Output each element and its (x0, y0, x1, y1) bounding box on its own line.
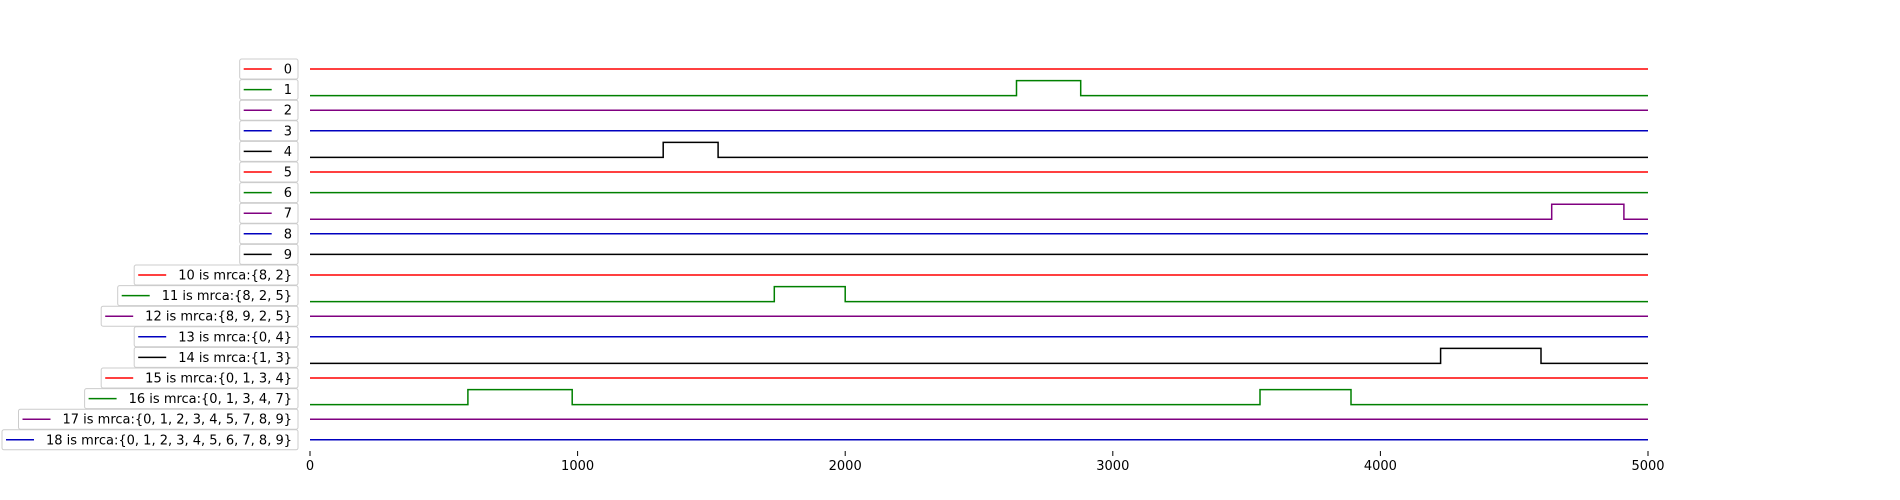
series-label-6: 6 (284, 186, 292, 201)
series-legend-box-10 (133, 264, 299, 286)
x-tick-label-2: 2000 (829, 459, 862, 474)
series-legend-box-17 (18, 408, 299, 430)
series-line-1 (310, 79, 1648, 97)
series-line-7 (310, 203, 1648, 220)
series-legend-box-13 (133, 326, 299, 348)
series-label-7: 7 (284, 207, 292, 222)
series-legend-box-12 (100, 305, 299, 327)
series-legend-box-18 (1, 429, 299, 451)
series-lines (310, 68, 1648, 441)
series-label-18: 18 is mrca:{0, 1, 2, 3, 4, 5, 6, 7, 8, 9… (46, 433, 292, 448)
series-line-16 (310, 388, 1648, 406)
series-label-0: 0 (284, 63, 292, 78)
x-axis: 0 1000 2000 3000 4000 5000 (306, 451, 1665, 474)
series-label-1: 1 (284, 83, 292, 98)
x-tick-label-1: 1000 (561, 459, 594, 474)
series-legend-box-11 (117, 285, 299, 307)
series-label-13: 13 is mrca:{0, 4} (178, 330, 292, 345)
x-tick-label-5: 5000 (1631, 459, 1664, 474)
series-label-5: 5 (284, 166, 292, 181)
x-tick-label-4: 4000 (1364, 459, 1397, 474)
series-line-14 (310, 347, 1648, 365)
series-label-4: 4 (284, 145, 292, 160)
series-label-12: 12 is mrca:{8, 9, 2, 5} (145, 310, 292, 325)
series-label-10: 10 is mrca:{8, 2} (178, 269, 292, 284)
series-legend-box-14 (133, 346, 299, 368)
series-legend-box-16 (84, 388, 299, 410)
series-line-4 (310, 141, 1648, 159)
series-label-3: 3 (284, 124, 292, 139)
series-label-15: 15 is mrca:{0, 1, 3, 4} (145, 372, 292, 387)
series-line-11 (310, 285, 1648, 303)
series-label-9: 9 (284, 248, 292, 263)
series-label-16: 16 is mrca:{0, 1, 3, 4, 7} (129, 392, 292, 407)
series-labels: 0 1 2 3 4 5 6 7 8 9 10 is mrca:{8, 2} 11 is mrca:{8… (1, 58, 299, 451)
series-label-8: 8 (284, 227, 292, 242)
series-label-17: 17 is mrca:{0, 1, 2, 3, 4, 5, 7, 8, 9} (62, 413, 292, 428)
series-label-14: 14 is mrca:{1, 3} (178, 351, 292, 366)
x-tick-label-0: 0 (306, 459, 314, 474)
series-label-11: 11 is mrca:{8, 2, 5} (162, 289, 292, 304)
x-tick-label-3: 3000 (1096, 459, 1129, 474)
series-legend-box-15 (100, 367, 299, 389)
series-label-2: 2 (284, 104, 292, 119)
